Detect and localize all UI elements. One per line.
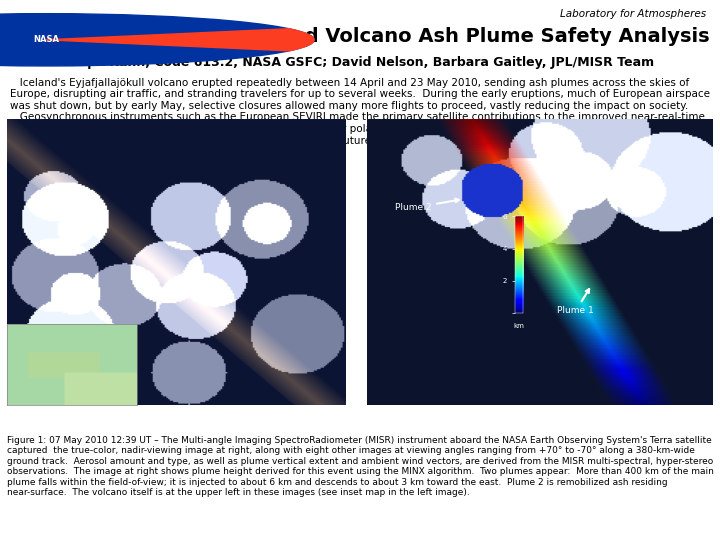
Text: Iceland's Eyjafjallajökull volcano erupted repeatedly between 14 April and 23 Ma: Iceland's Eyjafjallajökull volcano erupt… <box>10 78 710 146</box>
Circle shape <box>0 14 314 66</box>
Wedge shape <box>46 29 314 51</box>
Text: Plume 2: Plume 2 <box>395 199 459 212</box>
Text: Laboratory for Atmospheres: Laboratory for Atmospheres <box>559 9 706 19</box>
Text: Figure 1: 07 May 2010 12:39 UT – The Multi-angle Imaging SpectroRadiometer (MISR: Figure 1: 07 May 2010 12:39 UT – The Mul… <box>6 436 714 497</box>
Text: NASA: NASA <box>33 35 59 44</box>
Text: km: km <box>513 323 525 329</box>
Text: Ralph Kahn, Code 613.2, NASA GSFC; David Nelson, Barbara Gaitley, JPL/MISR Team: Ralph Kahn, Code 613.2, NASA GSFC; David… <box>66 56 654 69</box>
Text: Plume 1: Plume 1 <box>557 289 594 315</box>
Text: MISR Contributes to Iceland Volcano Ash Plume Safety Analysis: MISR Contributes to Iceland Volcano Ash … <box>11 27 709 46</box>
